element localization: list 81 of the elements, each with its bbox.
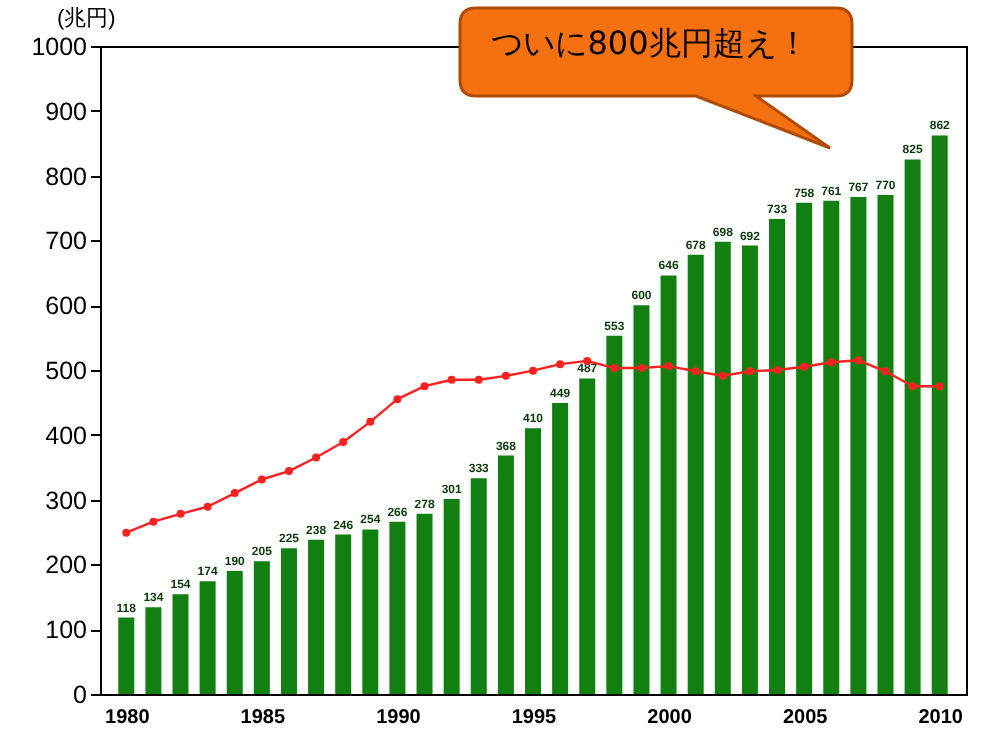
point <box>800 362 809 371</box>
point <box>745 367 754 376</box>
bar <box>118 617 135 694</box>
bar <box>389 521 406 694</box>
bar <box>253 561 270 694</box>
bar <box>145 607 162 694</box>
point <box>691 367 700 376</box>
y-tick-label: 400 <box>45 421 88 450</box>
y-tick-label: 700 <box>45 227 88 256</box>
point <box>664 362 673 371</box>
bar <box>497 455 514 694</box>
bar <box>633 305 650 694</box>
bar <box>606 335 623 694</box>
point <box>447 375 456 384</box>
y-tick-label: 1000 <box>31 33 88 61</box>
point <box>854 356 863 365</box>
bar <box>769 219 786 694</box>
x-tick-label: 1995 <box>511 707 558 729</box>
bar <box>850 196 867 694</box>
y-axis-title: (兆円) <box>57 5 116 31</box>
bar <box>877 195 894 694</box>
y-tick-label: 800 <box>45 162 88 191</box>
point <box>122 528 131 537</box>
point <box>149 517 158 526</box>
point <box>203 502 212 511</box>
annotation: ついに800兆円超え！ <box>489 24 811 66</box>
y-tick-label: 600 <box>45 292 88 321</box>
point <box>312 453 321 462</box>
bar <box>525 428 541 694</box>
bar <box>579 378 596 694</box>
point <box>637 364 646 373</box>
bar <box>280 548 297 694</box>
point <box>881 367 890 376</box>
y-tick-label: 200 <box>45 551 88 580</box>
point <box>556 360 565 369</box>
point <box>420 382 429 391</box>
y-tick-label: 100 <box>45 616 88 645</box>
bar <box>470 478 487 694</box>
bar <box>199 581 216 694</box>
bar <box>443 498 460 694</box>
point <box>501 371 510 380</box>
point <box>718 371 727 380</box>
bar <box>172 594 189 694</box>
x-tick-label: 1980 <box>105 707 151 729</box>
bar <box>741 245 758 694</box>
point <box>393 395 402 404</box>
x-tick-label: 1985 <box>240 707 286 729</box>
bar <box>714 241 731 694</box>
point <box>176 509 185 518</box>
bar <box>823 200 840 694</box>
bar <box>904 159 921 694</box>
point <box>230 489 239 498</box>
point <box>935 382 944 391</box>
point <box>827 358 836 367</box>
x-tick-label: 2010 <box>918 707 964 729</box>
bar <box>660 275 677 694</box>
point <box>257 475 266 484</box>
bar <box>335 534 352 694</box>
point <box>529 366 537 375</box>
bar <box>796 202 813 694</box>
bar <box>931 135 948 694</box>
y-tick-label: 900 <box>45 97 88 126</box>
x-tick-label: 1990 <box>376 707 422 729</box>
x-tick-label: 2005 <box>782 707 829 729</box>
point <box>908 382 917 391</box>
y-tick-label: 0 <box>73 681 88 709</box>
bar <box>552 403 569 694</box>
bar <box>226 570 243 694</box>
point <box>339 437 348 446</box>
y-tick-label: 500 <box>45 357 88 385</box>
point <box>284 467 293 476</box>
point <box>773 366 782 374</box>
bar <box>362 529 379 694</box>
y-tick-label: 300 <box>45 486 88 515</box>
point <box>366 417 375 426</box>
x-tick-label: 2000 <box>647 707 693 729</box>
point <box>474 375 483 384</box>
bar <box>687 254 704 694</box>
bar <box>416 513 433 694</box>
point <box>610 364 619 373</box>
bar <box>308 539 325 694</box>
